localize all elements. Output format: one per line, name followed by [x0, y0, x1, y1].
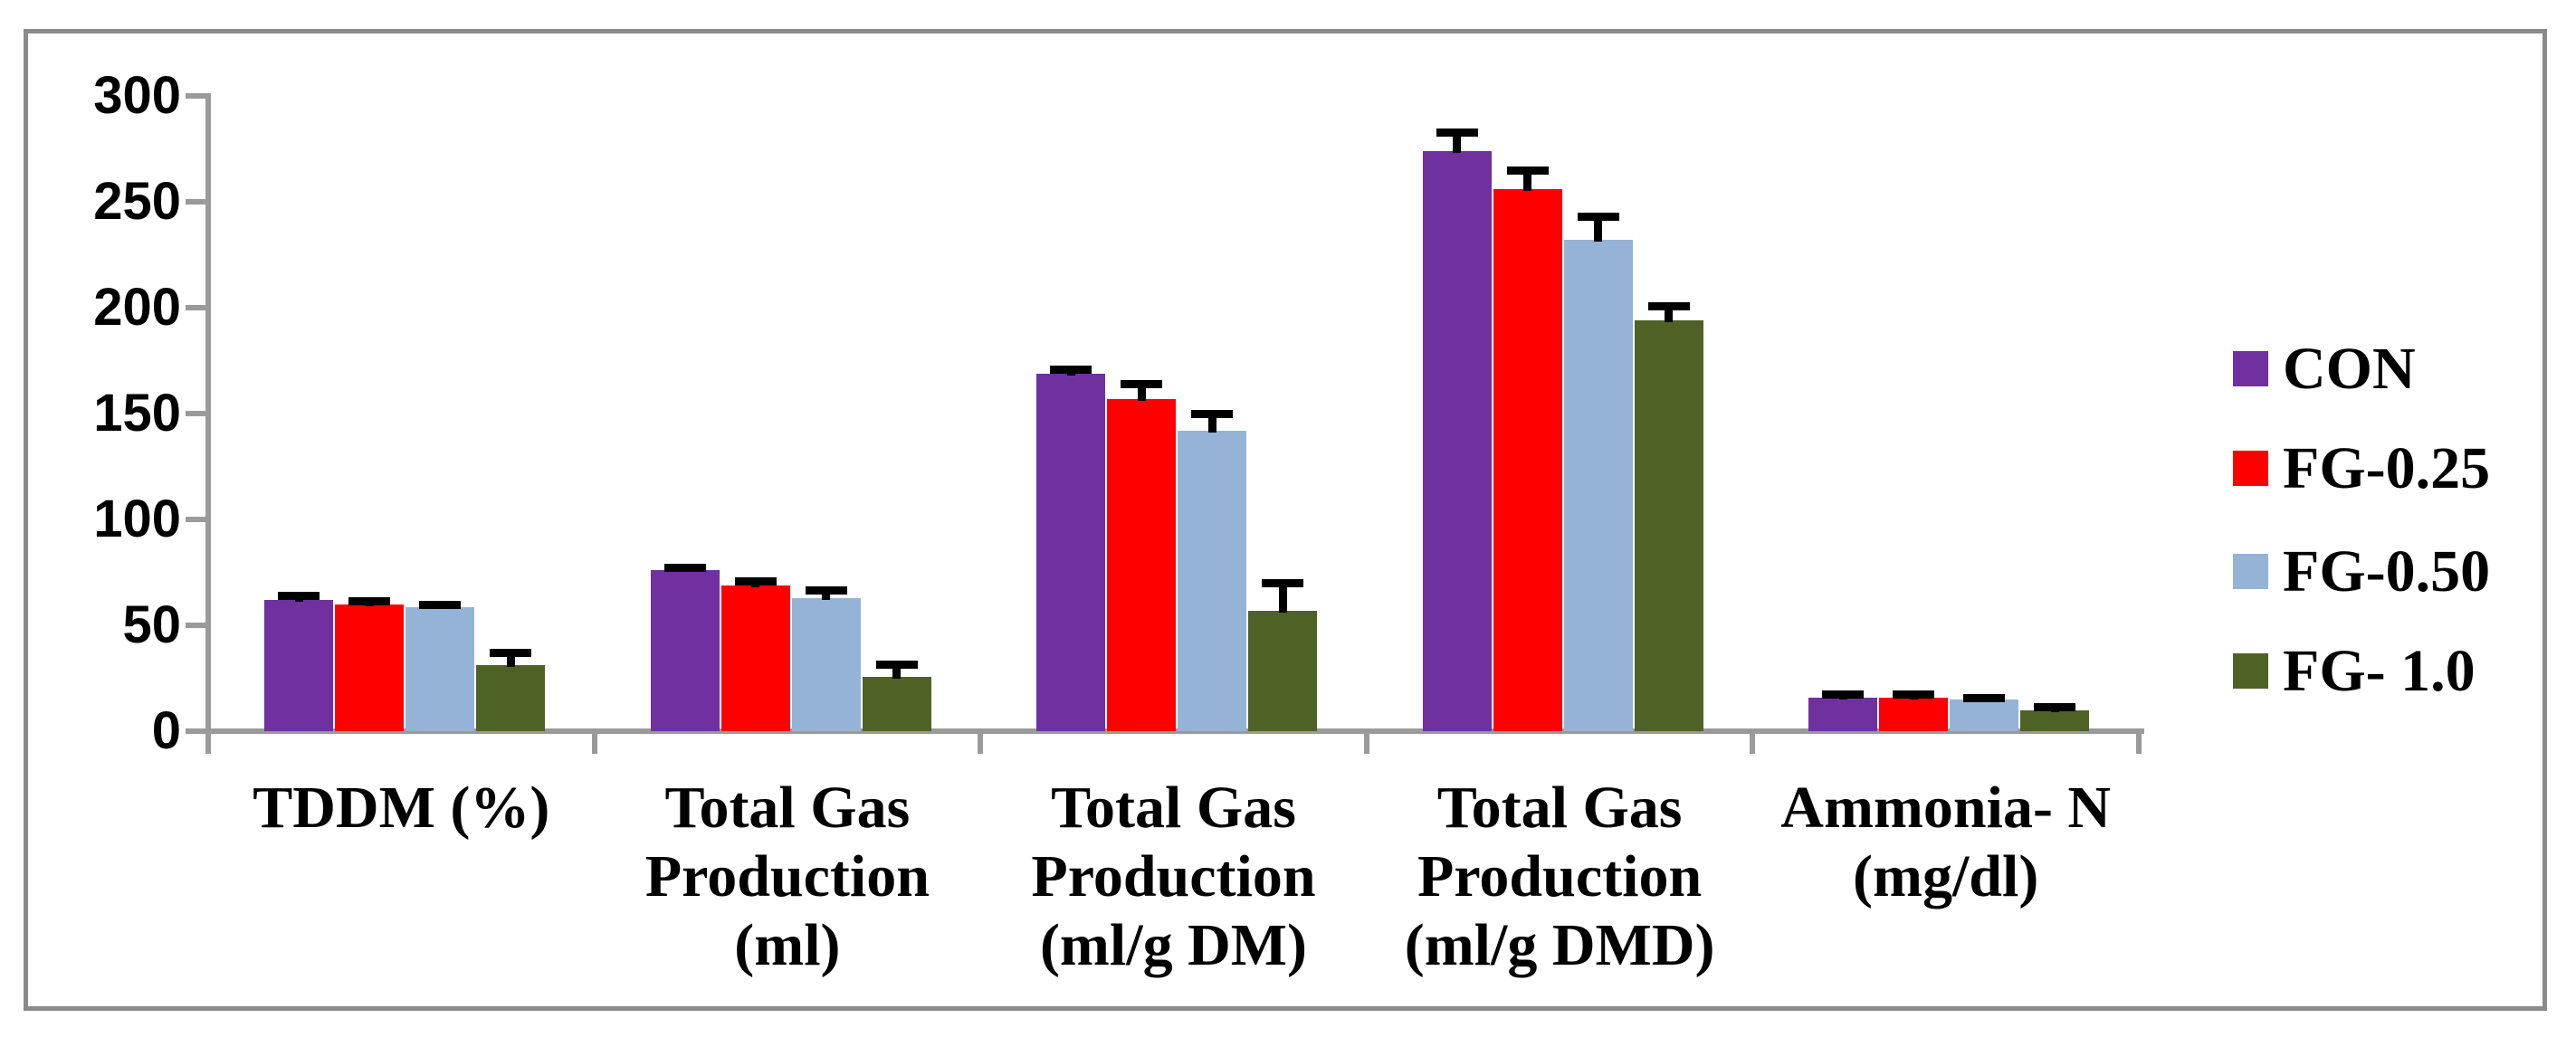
y-axis-line	[205, 93, 211, 754]
y-axis-tick	[186, 305, 205, 310]
x-axis-boundary-tick	[2136, 734, 2142, 754]
error-bar-cap	[2034, 703, 2076, 712]
y-axis-tick-label: 300	[93, 66, 181, 125]
y-axis-tick-label: 150	[93, 384, 181, 443]
bar-fg-1.0	[1634, 320, 1703, 731]
bar-fg-0.50	[1563, 240, 1633, 731]
bar-con	[264, 599, 333, 731]
error-bar-cap	[734, 576, 777, 585]
bar-con	[1036, 373, 1106, 731]
y-axis-tick-label: 100	[93, 490, 181, 548]
error-bar-cap	[1893, 690, 1935, 700]
chart-border	[24, 29, 2547, 1011]
legend-label: FG-0.50	[2283, 538, 2491, 604]
legend-label: FG-0.25	[2283, 435, 2491, 501]
error-bar-cap	[1262, 579, 1304, 588]
bar-con	[1808, 697, 1878, 731]
error-bar-cap	[1436, 128, 1478, 137]
legend-label: FG- 1.0	[2283, 638, 2476, 704]
x-axis-category-label: TDDM (%)	[253, 775, 550, 841]
y-axis-tick	[186, 623, 205, 628]
legend-swatch-icon	[2233, 653, 2268, 689]
error-bar-line	[1207, 414, 1216, 433]
x-axis-category-label: Total Gas Production (ml)	[644, 775, 930, 978]
bar-fg-0.50	[1950, 699, 2019, 731]
legend-swatch-icon	[2233, 351, 2268, 386]
error-bar-line	[1665, 305, 1674, 323]
error-bar-cap	[1963, 693, 2006, 702]
bar-fg-0.25	[335, 604, 404, 731]
error-bar-cap	[875, 661, 918, 670]
y-axis-tick	[186, 93, 205, 99]
x-axis-boundary-tick	[1363, 734, 1369, 754]
x-axis-boundary-tick	[591, 734, 597, 754]
bar-fg-0.25	[1493, 188, 1562, 731]
error-bar-line	[1453, 131, 1462, 153]
y-axis-tick	[186, 728, 205, 734]
error-bar-line	[822, 590, 831, 600]
bar-fg-0.50	[791, 597, 861, 731]
y-axis-tick-label: 200	[93, 278, 181, 337]
error-bar-cap	[490, 649, 531, 658]
error-bar-cap	[1121, 380, 1163, 389]
y-axis-tick	[186, 411, 205, 416]
bar-fg-0.50	[1178, 430, 1247, 731]
bar-fg-1.0	[862, 677, 931, 731]
error-bar-cap	[1191, 410, 1234, 418]
bar-fg-0.25	[720, 585, 790, 731]
legend-swatch-icon	[2233, 451, 2268, 486]
error-bar-cap	[278, 592, 320, 601]
bar-con	[650, 570, 720, 731]
error-bar-line	[1523, 169, 1532, 191]
error-bar-line	[1137, 384, 1146, 401]
bar-fg-0.25	[1107, 398, 1177, 731]
error-bar-cap	[419, 600, 461, 609]
error-bar-line	[1278, 583, 1287, 613]
bar-fg-1.0	[1248, 610, 1318, 731]
x-axis-boundary-tick	[1750, 734, 1756, 754]
error-bar-cap	[1822, 690, 1865, 700]
x-axis-boundary-tick	[978, 734, 984, 754]
error-bar-cap	[1577, 213, 1619, 222]
error-bar-cap	[1506, 166, 1549, 175]
x-axis-category-label: Ammonia- N (mg/dl)	[1780, 775, 2112, 909]
error-bar-cap	[663, 563, 706, 572]
error-bar-line	[892, 664, 902, 680]
error-bar-cap	[1050, 365, 1092, 374]
y-axis-tick-label: 0	[151, 701, 181, 760]
bar-fg-0.25	[1879, 697, 1949, 731]
y-axis-tick-label: 50	[122, 595, 181, 654]
error-bar-cap	[805, 586, 847, 595]
bar-fg-0.50	[405, 607, 474, 731]
bar-fg-1.0	[476, 665, 545, 731]
bar-fg-1.0	[2020, 709, 2090, 731]
x-axis-line	[205, 728, 2144, 734]
x-axis-category-label: Total Gas Production (ml/g DMD)	[1404, 775, 1715, 978]
bar-con	[1422, 150, 1492, 731]
y-axis-tick	[186, 199, 205, 205]
legend-swatch-icon	[2233, 554, 2268, 589]
error-bar-line	[506, 652, 515, 668]
y-axis-tick	[186, 517, 205, 522]
error-bar-cap	[1647, 301, 1690, 310]
error-bar-line	[1594, 216, 1603, 243]
y-axis-tick-label: 250	[93, 172, 181, 231]
legend-label: CON	[2283, 336, 2416, 402]
error-bar-cap	[348, 597, 390, 606]
x-axis-category-label: Total Gas Production (ml/g DM)	[1031, 775, 1316, 978]
